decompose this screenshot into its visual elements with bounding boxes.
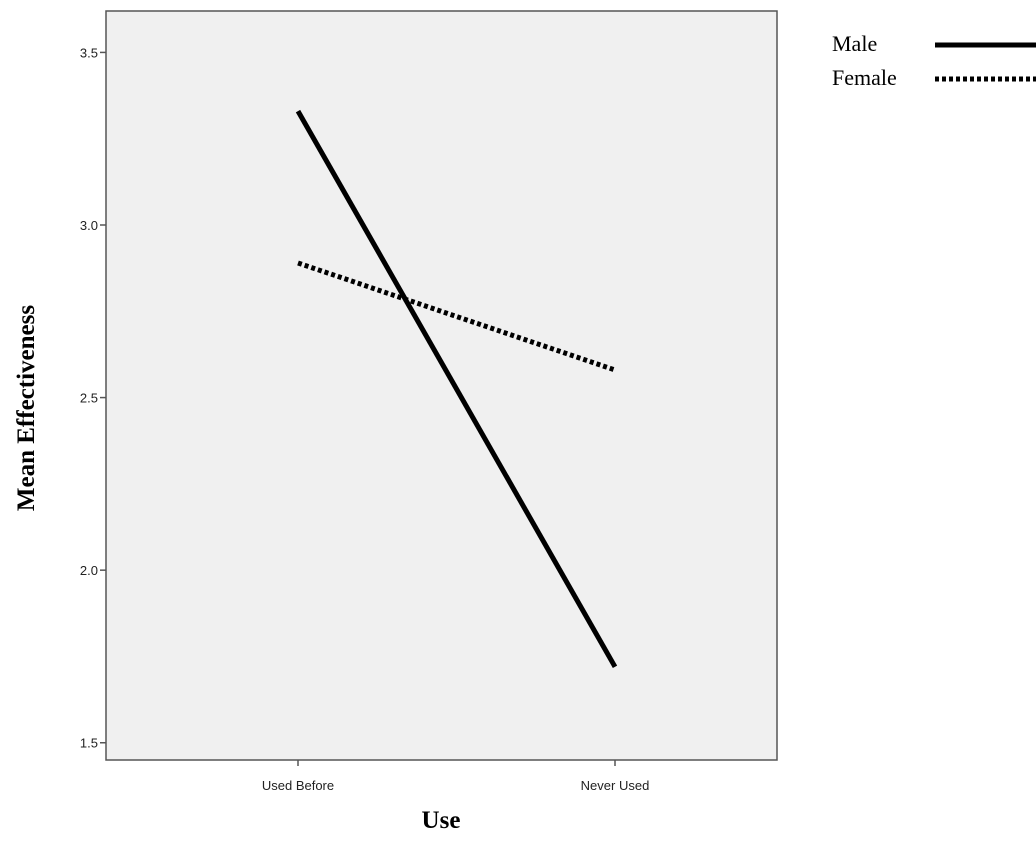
y-tick-label: 2.0 <box>80 563 98 578</box>
x-tick-label: Used Before <box>262 778 334 793</box>
series-line-male <box>295 109 618 669</box>
x-tick-label: Never Used <box>581 778 650 793</box>
x-axis: Used Before Never Used <box>262 760 649 793</box>
y-tick-label: 3.0 <box>80 218 98 233</box>
x-axis-title: Use <box>422 807 461 834</box>
series-layer <box>295 109 618 669</box>
y-tick-label: 3.5 <box>80 45 98 60</box>
legend-label-female: Female <box>832 65 897 90</box>
y-tick-label: 2.5 <box>80 391 98 406</box>
y-tick-label: 1.5 <box>80 736 98 751</box>
y-axis-title: Mean Effectiveness <box>13 305 40 511</box>
y-axis: 1.5 2.0 2.5 3.0 3.5 <box>80 45 106 751</box>
legend: Male Female <box>832 31 1036 90</box>
plot-area <box>105 10 778 761</box>
legend-label-male: Male <box>832 31 877 56</box>
